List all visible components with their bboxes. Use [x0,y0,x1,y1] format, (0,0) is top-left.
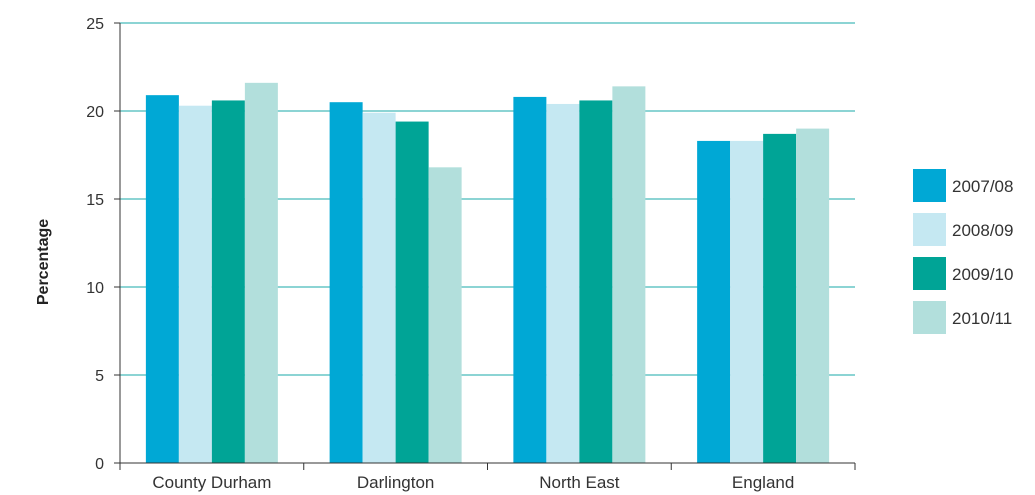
bars [145,82,830,464]
bar [546,103,580,464]
bar [395,121,429,463]
x-tick-label: England [732,473,794,492]
legend-label: 2009/10 [952,265,1013,284]
legend-swatch [913,169,946,202]
bar [244,82,278,463]
bar [579,100,613,463]
bar [211,100,245,463]
legend-swatch [913,257,946,290]
x-axis: County Durham Darlington North East England [119,462,856,492]
legend-label: 2010/11 [952,309,1012,328]
bar [178,105,212,463]
bar [362,112,396,463]
bar [329,102,363,463]
bar [730,140,764,464]
y-tick-label: 20 [86,104,104,121]
y-tick-label: 15 [86,192,104,209]
x-tick-label: Darlington [357,473,435,492]
y-axis: 0 5 10 15 20 25 [86,16,121,473]
bar [697,140,731,464]
bar [145,95,179,463]
y-tick-label: 0 [95,456,104,473]
bar [763,133,797,463]
legend-label: 2008/09 [952,221,1013,240]
bar [428,167,462,463]
bar [796,128,830,463]
bar [612,86,646,464]
y-tick-label: 5 [95,368,104,385]
legend: 2007/08 2008/09 2009/10 2010/11 [913,169,1013,334]
y-tick-label: 10 [86,280,104,297]
y-axis-label: Percentage [35,219,52,305]
x-tick-label: North East [539,473,620,492]
legend-label: 2007/08 [952,177,1013,196]
x-tick-label: County Durham [152,473,271,492]
legend-swatch [913,301,946,334]
bar [513,96,547,464]
legend-swatch [913,213,946,246]
y-tick-label: 25 [86,16,104,33]
